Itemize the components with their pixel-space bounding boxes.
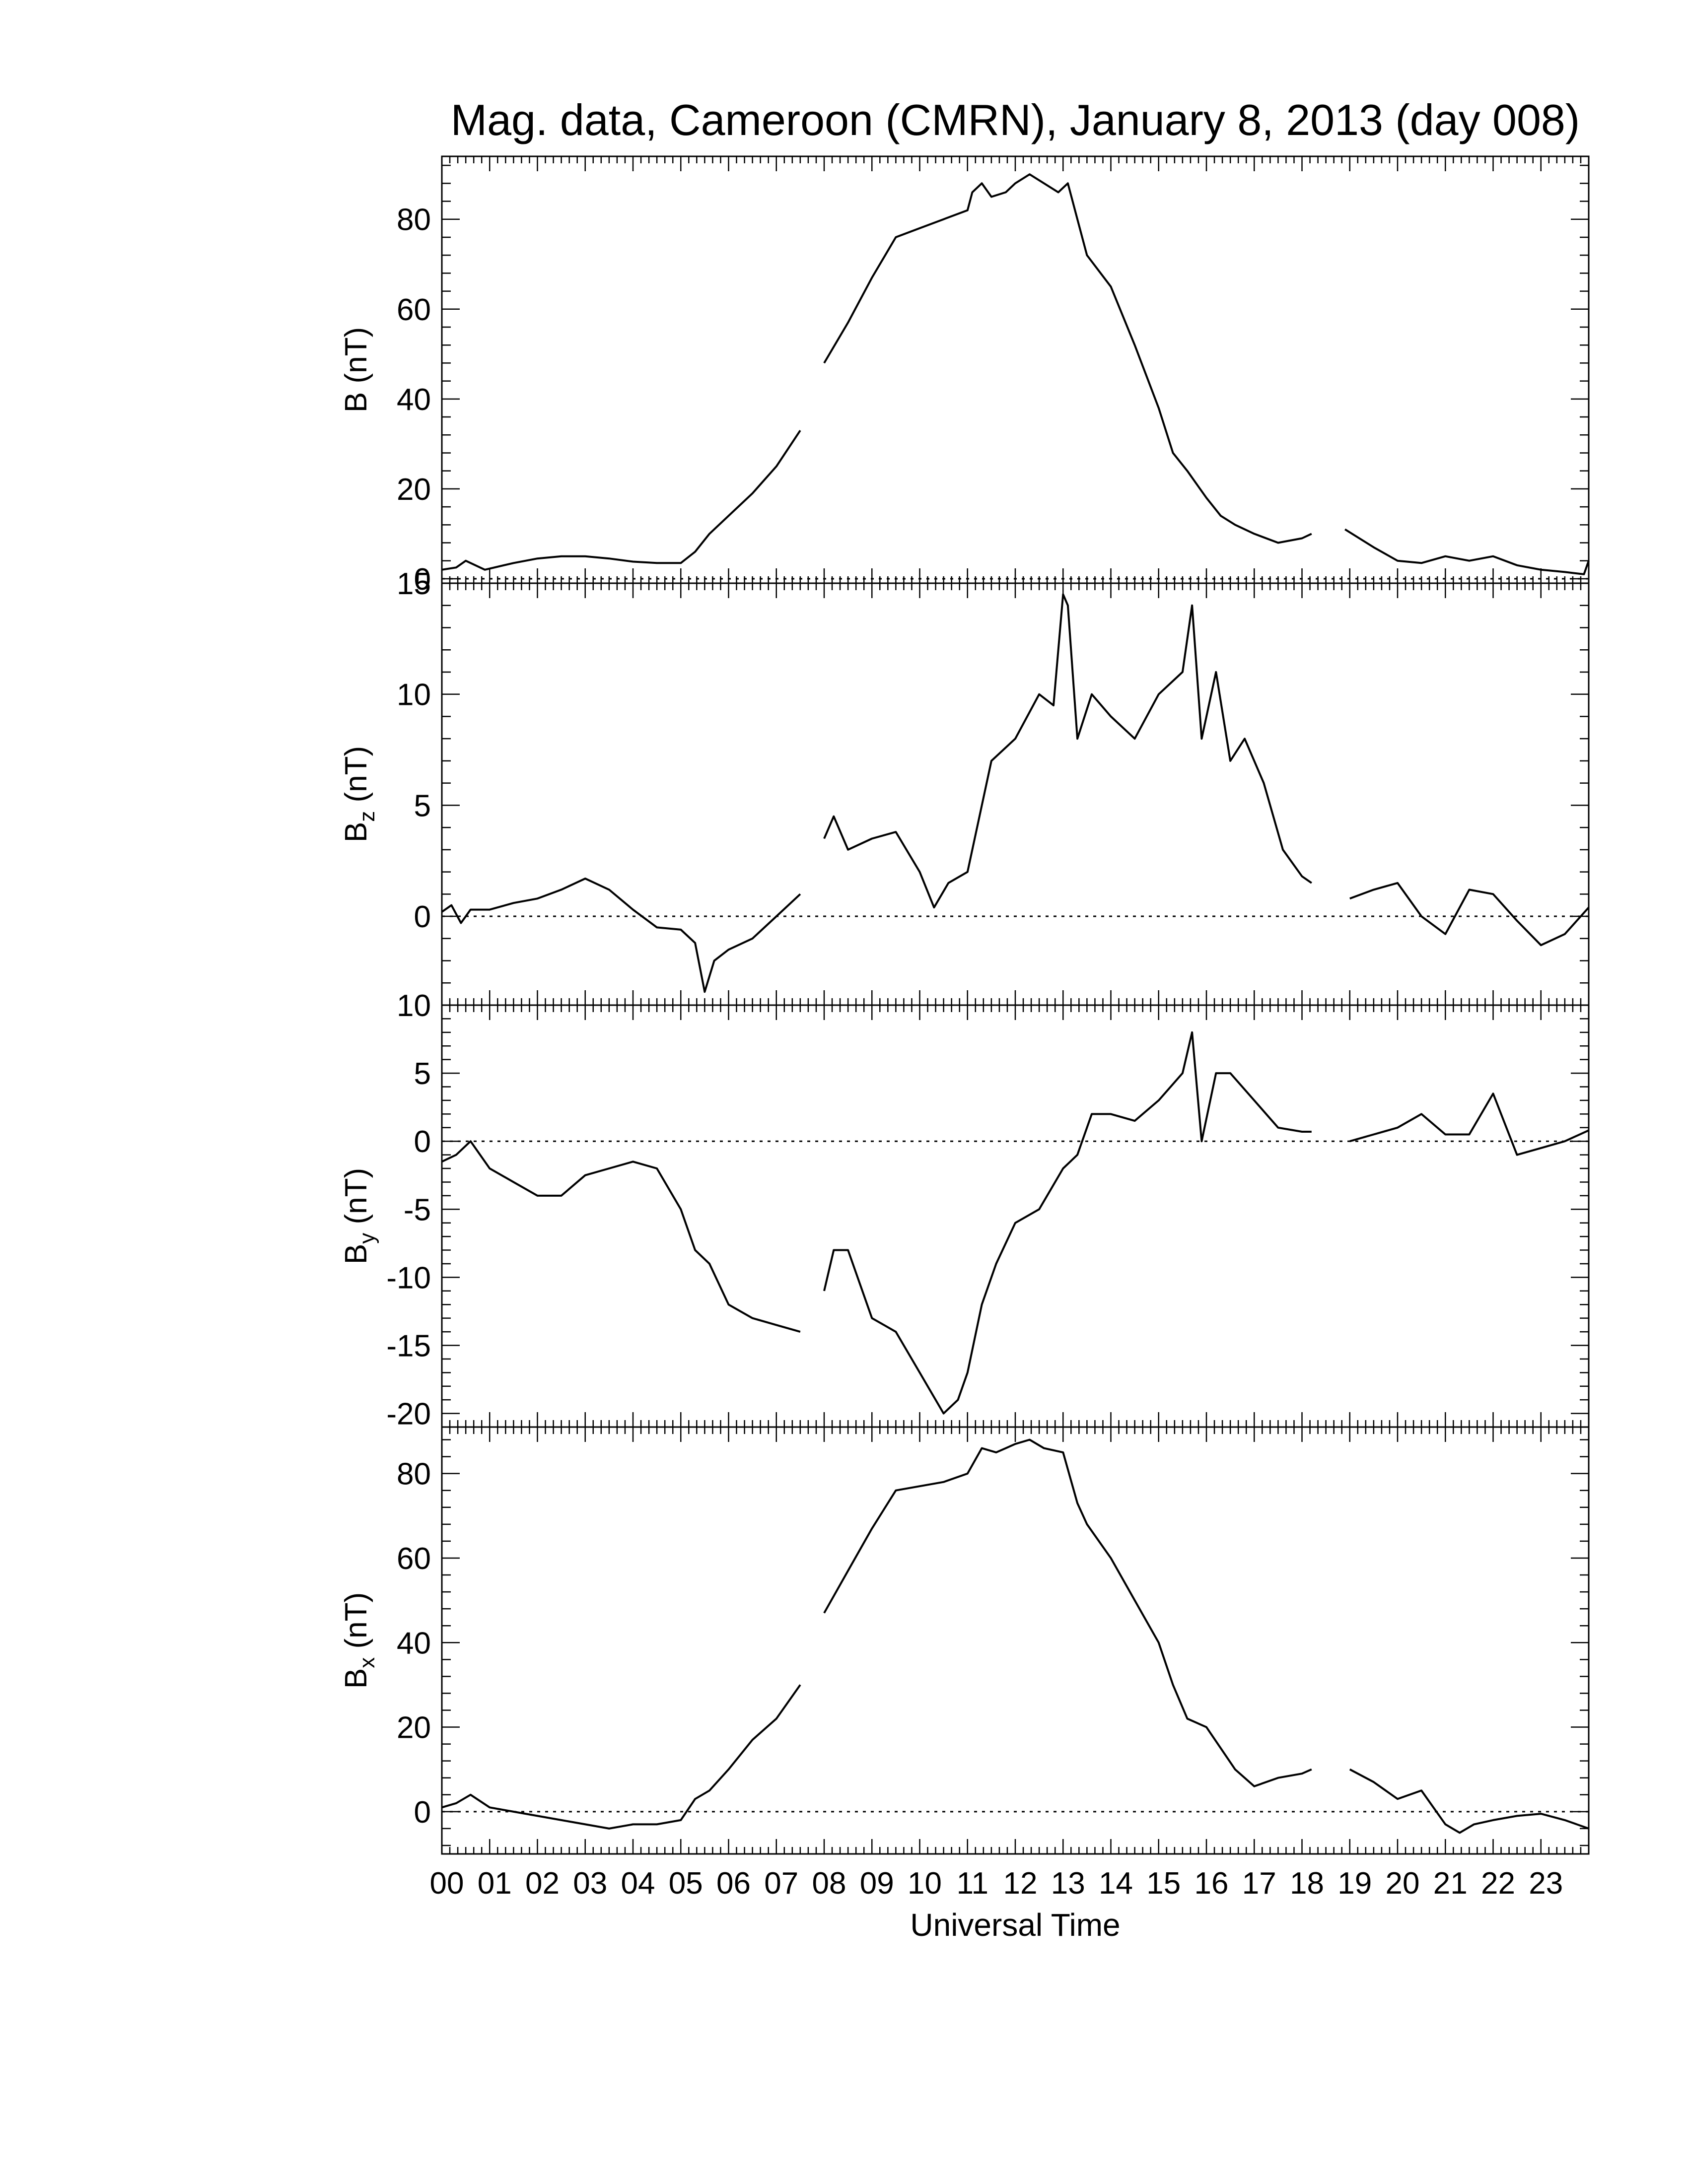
panel-B: 0 20 40 60 80 B (nT) xyxy=(339,155,1590,597)
figure-title: Mag. data, Cameroon (CMRN), January 8, 2… xyxy=(451,95,1580,144)
panels: 0 20 40 60 80 B (nT) 0 5 10 15 Bz (nT) -20 -15 -10 -5 0… xyxy=(339,155,1590,1855)
y-tick-label: 60 xyxy=(397,293,431,327)
x-tick-label: 15 xyxy=(1146,1866,1181,1901)
y-tick-label: 40 xyxy=(397,383,431,417)
panel-Bz: 0 5 10 15 Bz (nT) xyxy=(339,567,1590,1006)
x-tick-label: 01 xyxy=(478,1866,512,1901)
x-tick-label: 21 xyxy=(1433,1866,1468,1901)
panel-By: -20 -15 -10 -5 0 5 10 By (nT) xyxy=(339,989,1590,1432)
y-tick-label: 15 xyxy=(397,567,431,601)
x-tick-label: 10 xyxy=(908,1866,942,1901)
series-line-segment-1 xyxy=(441,1140,801,1333)
y-tick-label: 0 xyxy=(414,1125,431,1159)
y-axis-label: Bx (nT) xyxy=(339,1592,379,1689)
y-tick-label: -5 xyxy=(404,1193,431,1227)
x-tick-label: 09 xyxy=(860,1866,894,1901)
x-tick-label: 08 xyxy=(812,1866,846,1901)
series-line-segment-3 xyxy=(1344,528,1590,575)
panel-frame xyxy=(441,1004,1590,1428)
series-line-segment-1 xyxy=(441,430,801,571)
series-line-segment-2 xyxy=(823,1438,1312,1787)
x-tick-label: 11 xyxy=(957,1866,988,1901)
x-tick-label: 17 xyxy=(1242,1866,1276,1901)
y-tick-label: 10 xyxy=(397,678,431,712)
panel-Bx: 0 20 40 60 80 Bx (nT) xyxy=(339,1426,1590,1855)
y-tick-label: 60 xyxy=(397,1542,431,1576)
y-tick-label: 10 xyxy=(397,989,431,1023)
y-tick-label: 20 xyxy=(397,473,431,507)
x-tick-label: 13 xyxy=(1051,1866,1085,1901)
x-tick-label: 05 xyxy=(669,1866,703,1901)
series-line-segment-1 xyxy=(441,878,801,993)
x-tick-label: 23 xyxy=(1529,1866,1563,1901)
x-axis-tick-labels: 00 01 02 03 04 05 06 07 08 09 10 11 12 13 14 15 16 17 18 19… xyxy=(430,1866,1563,1901)
x-tick-label: 18 xyxy=(1290,1866,1324,1901)
x-tick-label: 07 xyxy=(764,1866,798,1901)
y-tick-label: 5 xyxy=(414,789,431,823)
y-axis-label: By (nT) xyxy=(339,1168,379,1264)
x-tick-label: 12 xyxy=(1003,1866,1038,1901)
y-tick-label: 0 xyxy=(414,562,431,597)
series-line-segment-3 xyxy=(1349,1092,1589,1156)
y-tick-label: 80 xyxy=(397,203,431,237)
series-line-segment-3 xyxy=(1349,1768,1589,1834)
y-tick-label: 20 xyxy=(397,1711,431,1745)
x-tick-label: 19 xyxy=(1337,1866,1372,1901)
panel-frame xyxy=(441,155,1590,584)
series-line-segment-2 xyxy=(823,1031,1312,1415)
x-tick-label: 16 xyxy=(1195,1866,1229,1901)
series-line-segment-2 xyxy=(823,593,1312,909)
x-tick-label: 03 xyxy=(573,1866,607,1901)
series-line-segment-2 xyxy=(823,173,1312,544)
y-tick-label: -15 xyxy=(386,1329,431,1363)
panel-frame xyxy=(441,1426,1590,1855)
x-tick-label: 06 xyxy=(716,1866,751,1901)
x-tick-label: 14 xyxy=(1099,1866,1133,1901)
panel-frame xyxy=(441,582,1590,1006)
x-tick-label: 00 xyxy=(430,1866,464,1901)
y-tick-label: 0 xyxy=(414,1795,431,1830)
series-line-segment-3 xyxy=(1349,882,1590,947)
x-tick-label: 02 xyxy=(525,1866,560,1901)
y-tick-label: 5 xyxy=(414,1057,431,1091)
y-tick-label: -20 xyxy=(386,1397,431,1432)
y-axis-label: Bz (nT) xyxy=(339,746,379,842)
y-axis-label: B (nT) xyxy=(339,327,373,412)
series-line-segment-1 xyxy=(441,1684,801,1830)
x-tick-label: 22 xyxy=(1481,1866,1515,1901)
x-tick-label: 20 xyxy=(1386,1866,1420,1901)
y-tick-label: -10 xyxy=(386,1261,431,1295)
x-axis-label: Universal Time xyxy=(910,1907,1120,1943)
x-tick-label: 04 xyxy=(621,1866,655,1901)
y-tick-label: 0 xyxy=(414,900,431,934)
y-tick-label: 80 xyxy=(397,1457,431,1492)
y-tick-label: 40 xyxy=(397,1626,431,1660)
